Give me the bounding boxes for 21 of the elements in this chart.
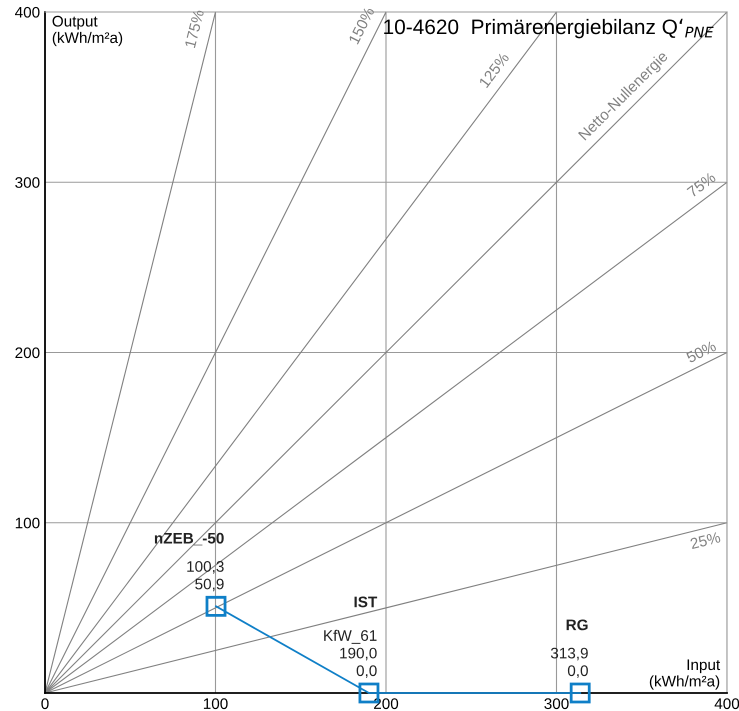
annotation: RG: [566, 619, 588, 630]
y-axis-title: Output (kWh/m²a): [52, 16, 122, 46]
annotation: IST: [354, 596, 378, 608]
y-tick-label: 100: [16, 518, 40, 528]
x-tick-label: 0: [41, 698, 49, 710]
text: 175%: [184, 9, 204, 48]
y-tick-label: 300: [15, 177, 40, 188]
text: 150%: [348, 6, 375, 45]
x-tick-label: 100: [204, 698, 228, 710]
chart-title: 10-4620 Primärenergiebilanz Q‘$_{PNE}$: [384, 18, 714, 38]
y-tick-label: 400: [15, 6, 40, 18]
x-tick-label: 300: [544, 698, 569, 710]
x-axis-title: Input (kWh/m²a): [650, 659, 720, 690]
data-label: 313,9 0,0: [550, 648, 588, 678]
data-label: KfW_61 190,0 0,0: [324, 630, 377, 678]
text: 25%: [690, 532, 721, 550]
x-tick-label: 400: [714, 698, 739, 710]
text: 75%: [686, 172, 716, 198]
x-tick-label: 200: [374, 698, 398, 710]
text: 50%: [686, 340, 717, 364]
y-tick-label: 200: [15, 347, 40, 358]
